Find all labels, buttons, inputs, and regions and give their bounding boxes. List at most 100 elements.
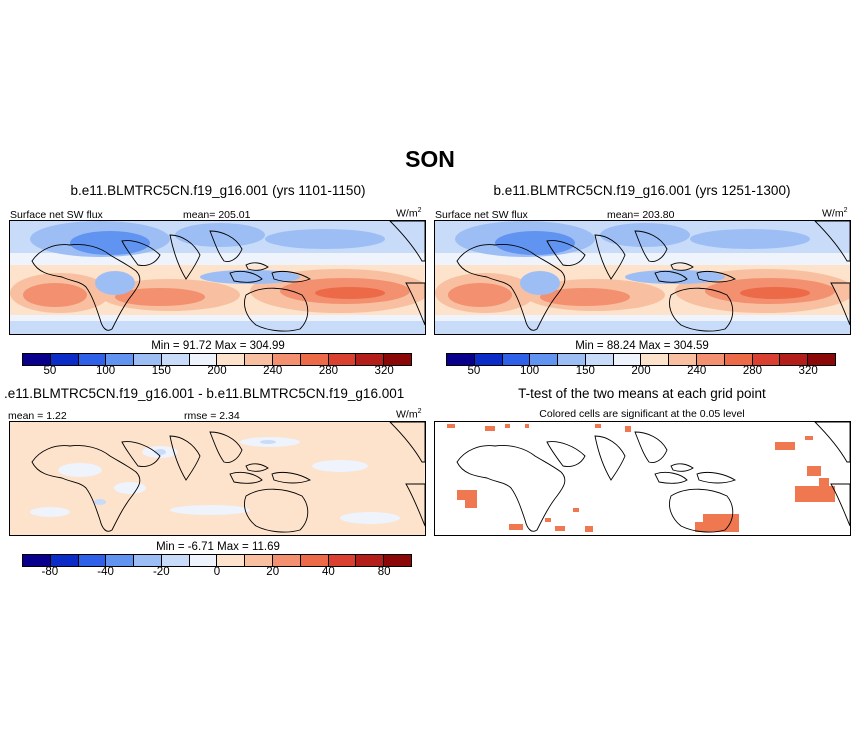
coastline-0 bbox=[31, 244, 141, 331]
field-asia-blue bbox=[600, 223, 690, 247]
colorbar-swatch bbox=[106, 354, 135, 365]
panel2-map bbox=[434, 220, 851, 335]
coastline-7 bbox=[669, 287, 734, 332]
panel3-title: .e11.BLMTRC5CN.f19_g16.001 - b.e11.BLMTR… bbox=[4, 386, 405, 401]
coastline-4 bbox=[654, 471, 688, 484]
colorbar-swatch bbox=[50, 354, 79, 365]
coastline-5 bbox=[670, 463, 694, 472]
significant-cell-6 bbox=[775, 442, 795, 450]
coastline-8 bbox=[814, 422, 850, 463]
colorbar-swatch bbox=[585, 354, 614, 365]
colorbar-tick-label: 320 bbox=[374, 365, 394, 377]
panel1-map bbox=[9, 220, 426, 335]
coastline-9 bbox=[830, 483, 850, 527]
panel2-units-base: W/m bbox=[822, 207, 844, 220]
significant-cell-14 bbox=[695, 522, 707, 532]
coastline-2 bbox=[594, 234, 626, 280]
panel1-units-base: W/m bbox=[396, 207, 418, 220]
colorbar-swatch bbox=[245, 555, 274, 566]
panel1-title: b.e11.BLMTRC5CN.f19_g16.001 (yrs 1101-11… bbox=[70, 183, 366, 198]
coastline-1 bbox=[546, 240, 586, 266]
coastline-1 bbox=[121, 240, 161, 266]
coastline-7 bbox=[669, 488, 734, 533]
colorbar-tick-label: -40 bbox=[97, 566, 114, 578]
significant-cell-15 bbox=[509, 524, 523, 530]
panel2-left-label: Surface net SW flux bbox=[435, 209, 528, 221]
field-cool-patch-5 bbox=[114, 482, 146, 494]
colorbar-tick-label: 200 bbox=[207, 365, 227, 377]
coastline-4 bbox=[229, 471, 263, 484]
colorbar-swatch bbox=[134, 354, 162, 365]
coastline-2 bbox=[169, 234, 201, 280]
colorbar-swatch bbox=[273, 354, 301, 365]
coastline-4 bbox=[229, 270, 263, 283]
colorbar-swatch bbox=[447, 354, 475, 365]
significant-cell-1 bbox=[485, 426, 495, 431]
colorbar-swatch bbox=[78, 354, 107, 365]
panel1-left-label: Surface net SW flux bbox=[10, 209, 103, 221]
coastline-2 bbox=[594, 435, 626, 481]
colorbar-swatch bbox=[384, 354, 411, 365]
colorbar-tick-label: 40 bbox=[322, 566, 335, 578]
colorbar-swatch bbox=[613, 354, 642, 365]
significant-cell-9 bbox=[465, 500, 477, 508]
coastline-3 bbox=[209, 431, 243, 463]
colorbar-swatch bbox=[23, 555, 51, 566]
colorbar-swatch bbox=[217, 354, 246, 365]
panel3-colorbar bbox=[22, 554, 412, 567]
colorbar-tick-label: 240 bbox=[263, 365, 283, 377]
coastline-6 bbox=[696, 471, 737, 484]
colorbar-tick-label: 50 bbox=[43, 365, 57, 377]
field-cool-patch-3 bbox=[312, 460, 368, 472]
panel1-colorbar-ticks: 50 100 150 200 240 280 320 bbox=[22, 365, 412, 381]
panel3-units-exp: 2 bbox=[417, 408, 422, 415]
field-pacific-north bbox=[690, 229, 810, 249]
colorbar-swatch bbox=[189, 555, 218, 566]
coastline-6 bbox=[271, 471, 312, 484]
panel2-mean-label: mean= 203.80 bbox=[607, 209, 675, 221]
significant-cell-16 bbox=[545, 518, 551, 522]
panel3-units-base: W/m bbox=[396, 408, 418, 421]
panel4-subtitle: Colored cells are significant at the 0.0… bbox=[539, 408, 745, 420]
colorbar-tick-label: 100 bbox=[519, 365, 540, 377]
field-indian-core bbox=[115, 288, 205, 306]
significant-cell-8 bbox=[457, 490, 477, 500]
panel2-units: W/m2 bbox=[822, 207, 847, 220]
coastline-8 bbox=[814, 221, 850, 262]
field-maritime-cool bbox=[200, 270, 300, 284]
coastline-6 bbox=[271, 270, 312, 283]
colorbar-swatch bbox=[328, 555, 357, 566]
significant-cell-5 bbox=[625, 426, 631, 432]
coastline-3 bbox=[209, 230, 243, 262]
colorbar-swatch bbox=[558, 354, 586, 365]
panel4-title: T-test of the two means at each grid poi… bbox=[518, 386, 766, 401]
significant-cell-7 bbox=[805, 436, 813, 440]
colorbar-swatch bbox=[23, 354, 51, 365]
colorbar-swatch bbox=[384, 555, 411, 566]
field-cool-patch-6 bbox=[30, 507, 70, 517]
coastline-7 bbox=[244, 287, 309, 332]
panel4-map bbox=[434, 421, 851, 536]
significant-cell-13 bbox=[703, 514, 739, 532]
field-cool-patch-0 bbox=[58, 463, 102, 477]
colorbar-tick-label: 320 bbox=[798, 365, 818, 377]
coastline-2 bbox=[169, 435, 201, 481]
coastline-7 bbox=[244, 488, 309, 533]
field-sahara-core bbox=[495, 231, 575, 255]
field-atlantic-core bbox=[23, 283, 87, 307]
colorbar-tick-label: 280 bbox=[742, 365, 763, 377]
panel2-colorbar-ticks: 50 100 150 200 240 280 320 bbox=[446, 365, 836, 381]
panel2-minmax: Min = 88.24 Max = 304.59 bbox=[575, 340, 709, 352]
colorbar-swatch bbox=[669, 354, 698, 365]
panel1-minmax: Min = 91.72 Max = 304.99 bbox=[151, 340, 285, 352]
colorbar-swatch bbox=[161, 354, 190, 365]
panel2-colorbar bbox=[446, 353, 836, 366]
panel1-mean-label: mean= 205.01 bbox=[183, 209, 251, 221]
field-cool-patch-4 bbox=[170, 505, 250, 515]
coastline-6 bbox=[696, 270, 737, 283]
coastline-5 bbox=[245, 262, 269, 271]
panel3-colorbar-ticks: -80 -40 -20 0 20 40 80 bbox=[22, 566, 412, 582]
colorbar-tick-label: 150 bbox=[151, 365, 171, 377]
field-cooler-patch-2 bbox=[94, 499, 106, 505]
coastline-5 bbox=[670, 262, 694, 271]
